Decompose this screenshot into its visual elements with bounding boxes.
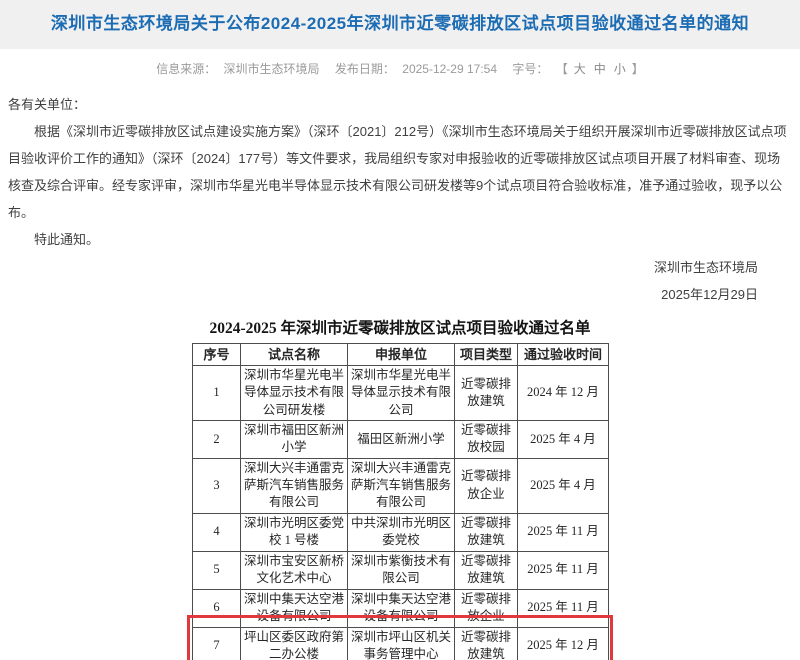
cell-pilot-name: 坪山区委区政府第二办公楼	[240, 626, 348, 660]
table-title: 2024-2025 年深圳市近零碳排放区试点项目验收通过名单	[209, 320, 591, 338]
fontsize-label: 字号：	[512, 62, 549, 77]
cell-serial: 3	[192, 457, 241, 514]
cell-serial: 2	[192, 419, 241, 459]
cell-pass-time: 2025 年 12 月	[517, 626, 609, 660]
cell-pilot-name: 深圳大兴丰通雷克萨斯汽车销售服务有限公司	[240, 457, 348, 514]
cell-serial: 1	[192, 365, 241, 421]
source-value: 深圳市生态环境局	[223, 62, 320, 77]
cell-pass-time: 2025 年 11 月	[517, 512, 609, 552]
bracket-open: 【	[555, 62, 568, 77]
cell-pass-time: 2025 年 11 月	[517, 550, 609, 590]
col-header-applicant: 申报单位	[347, 343, 455, 367]
cell-project-type: 近零碳排放建筑	[454, 550, 518, 590]
page-title: 深圳市生态环境局关于公布2024-2025年深圳市近零碳排放区试点项目验收通过名…	[50, 14, 750, 33]
col-header-pass-time: 通过验收时间	[517, 343, 609, 367]
cell-pilot-name: 深圳市宝安区新桥文化艺术中心	[240, 550, 348, 590]
publish-date-value: 2025-12-29 17:54	[402, 62, 498, 77]
signature-date: 2025年12月29日	[661, 287, 758, 303]
cell-project-type: 近零碳排放校园	[454, 419, 518, 459]
cell-project-type: 近零碳排放建筑	[454, 365, 518, 421]
cell-project-type: 近零碳排放企业	[454, 588, 518, 628]
table-row: 4 深圳市光明区委党校 1 号楼 中共深圳市光明区委党校 近零碳排放建筑 202…	[192, 512, 609, 552]
table-row: 6 深圳中集天达空港设备有限公司 深圳中集天达空港设备有限公司 近零碳排放企业 …	[192, 588, 609, 628]
cell-project-type: 近零碳排放建筑	[454, 512, 518, 552]
cell-applicant: 福田区新洲小学	[347, 419, 455, 459]
signature-block: 深圳市生态环境局 2025年12月29日	[0, 254, 800, 308]
font-medium-button[interactable]: 中	[593, 62, 606, 77]
table-row: 5 深圳市宝安区新桥文化艺术中心 深圳市紫衡技术有限公司 近零碳排放建筑 202…	[192, 550, 609, 590]
publish-date-label: 发布日期：	[334, 62, 395, 77]
cell-project-type: 近零碳排放企业	[454, 457, 518, 514]
font-small-button[interactable]: 小	[613, 62, 626, 77]
cell-pass-time: 2025 年 4 月	[517, 457, 609, 514]
meta-bar: 信息来源： 深圳市生态环境局 发布日期： 2025-12-29 17:54 字号…	[0, 60, 800, 77]
cell-project-type: 近零碳排放建筑	[454, 626, 518, 660]
cell-serial: 4	[192, 512, 241, 552]
bracket-close: 】	[631, 62, 644, 77]
cell-applicant: 深圳市紫衡技术有限公司	[347, 550, 455, 590]
cell-serial: 5	[192, 550, 241, 590]
table-row: 2 深圳市福田区新洲小学 福田区新洲小学 近零碳排放校园 2025 年 4 月	[192, 419, 609, 459]
font-large-button[interactable]: 大	[573, 62, 586, 77]
paragraph-closing: 特此通知。	[34, 232, 100, 248]
notice-title-band: 深圳市生态环境局关于公布2024-2025年深圳市近零碳排放区试点项目验收通过名…	[0, 0, 800, 50]
cell-pass-time: 2025 年 4 月	[517, 419, 609, 459]
cell-pilot-name: 深圳市华星光电半导体显示技术有限公司研发楼	[240, 365, 348, 421]
source-label: 信息来源：	[156, 62, 217, 77]
table-row: 1 深圳市华星光电半导体显示技术有限公司研发楼 深圳市华星光电半导体显示技术有限…	[192, 365, 609, 421]
col-header-pilot-name: 试点名称	[240, 343, 348, 367]
cell-pilot-name: 深圳市光明区委党校 1 号楼	[240, 512, 348, 552]
paragraph-main: 根据《深圳市近零碳排放区试点建设实施方案》（深环〔2021〕212号）《深圳市生…	[8, 124, 787, 221]
signature-agency: 深圳市生态环境局	[653, 260, 758, 276]
cell-serial: 7	[192, 626, 241, 660]
table-header-row: 序号 试点名称 申报单位 项目类型 通过验收时间	[192, 343, 609, 367]
cell-applicant: 深圳大兴丰通雷克萨斯汽车销售服务有限公司	[347, 457, 455, 514]
col-header-serial: 序号	[192, 343, 241, 367]
cell-pilot-name: 深圳市福田区新洲小学	[240, 419, 348, 459]
cell-serial: 6	[192, 588, 241, 628]
acceptance-table: 序号 试点名称 申报单位 项目类型 通过验收时间 1 深圳市华星光电半导体显示技…	[192, 343, 609, 660]
col-header-project-type: 项目类型	[454, 343, 518, 367]
salutation: 各有关单位：	[8, 97, 87, 113]
cell-applicant: 深圳市坪山区机关事务管理中心	[347, 626, 455, 660]
cell-pilot-name: 深圳中集天达空港设备有限公司	[240, 588, 348, 628]
cell-applicant: 中共深圳市光明区委党校	[347, 512, 455, 552]
cell-applicant: 深圳中集天达空港设备有限公司	[347, 588, 455, 628]
notice-body: 各有关单位： 根据《深圳市近零碳排放区试点建设实施方案》（深环〔2021〕212…	[8, 91, 792, 253]
cell-applicant: 深圳市华星光电半导体显示技术有限公司	[347, 365, 455, 421]
table-row-highlighted: 7 坪山区委区政府第二办公楼 深圳市坪山区机关事务管理中心 近零碳排放建筑 20…	[192, 626, 609, 660]
cell-pass-time: 2025 年 11 月	[517, 588, 609, 628]
acceptance-table-wrap: 序号 试点名称 申报单位 项目类型 通过验收时间 1 深圳市华星光电半导体显示技…	[187, 343, 613, 660]
cell-pass-time: 2024 年 12 月	[517, 365, 609, 421]
table-row: 3 深圳大兴丰通雷克萨斯汽车销售服务有限公司 深圳大兴丰通雷克萨斯汽车销售服务有…	[192, 457, 609, 514]
